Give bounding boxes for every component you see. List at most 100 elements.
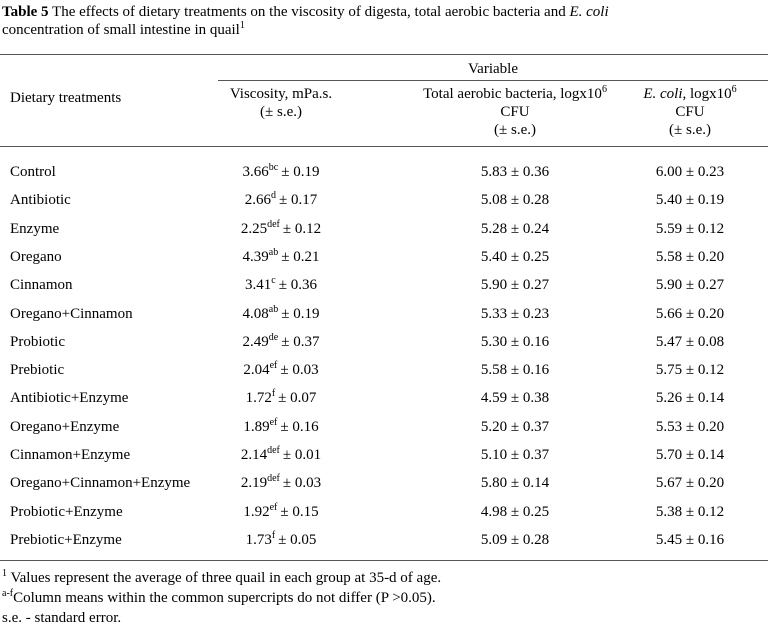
aerobic-cell: 5.83 ± 0.36 [480, 164, 550, 180]
treatment-cell: Antibiotic [10, 192, 71, 209]
treatment-cell: Cinnamon+Enzyme [10, 447, 131, 463]
mean: 2.66 [244, 192, 271, 209]
footnote-text: Values represent the average of three qu… [7, 570, 442, 586]
header-text: (± s.e.) [260, 104, 302, 120]
ecoli-cell: 5.70 ± 0.14 [655, 447, 725, 463]
superscript: def [267, 473, 280, 485]
superscript: ab [268, 246, 279, 258]
se: ± 0.19 [281, 164, 320, 180]
mean: 1.92 [243, 503, 270, 520]
mean: 4.08 [242, 305, 269, 322]
superscript: d [271, 190, 276, 202]
title-italic: E. coli [569, 4, 609, 20]
superscript: c [271, 275, 276, 287]
mean: 1.72 [245, 390, 272, 407]
column-header: Total aerobic bacteria, logx106 CFU (± s.e… [385, 85, 645, 139]
mean: 2.49 [242, 333, 269, 350]
rule [0, 560, 768, 561]
header-text: Total aerobic bacteria, logx10 [423, 86, 602, 102]
viscosity-cell: 2.14def ± 0.01 [181, 446, 381, 464]
mean: 3.41 [245, 277, 272, 294]
column-header: Viscosity, mPa.s. (± s.e.) [181, 85, 381, 121]
column-header: Dietary treatments [10, 90, 122, 106]
aerobic-cell: 5.30 ± 0.16 [480, 333, 550, 350]
mean: 4.39 [242, 248, 269, 265]
se: ± 0.36 [278, 277, 317, 294]
column-header: E. coli, logx106 CFU (± s.e.) [615, 85, 765, 139]
viscosity-cell: 4.08ab ± 0.19 [181, 303, 381, 323]
treatment-cell: Oregano+Cinnamon [10, 305, 133, 322]
treatment-cell: Oregano [10, 248, 62, 265]
superscript: f [271, 388, 276, 400]
ecoli-cell: 5.67 ± 0.20 [655, 475, 725, 492]
mean: 2.19 [240, 475, 268, 492]
se: ± 0.21 [281, 248, 320, 265]
title-sup: 1 [239, 20, 245, 31]
viscosity-cell: 1.92ef ± 0.15 [181, 501, 381, 521]
aerobic-cell: 5.08 ± 0.28 [480, 192, 550, 209]
superscript: ab [268, 303, 279, 315]
se: ± 0.37 [281, 333, 320, 350]
superscript: def [267, 218, 280, 230]
viscosity-cell: 1.73f ± 0.05 [181, 530, 381, 549]
ecoli-cell: 5.58 ± 0.20 [655, 248, 725, 265]
aerobic-cell: 5.20 ± 0.37 [480, 418, 550, 435]
aerobic-cell: 5.58 ± 0.16 [480, 362, 550, 379]
aerobic-cell: 5.28 ± 0.24 [480, 220, 550, 237]
mean: 2.14 [240, 447, 268, 463]
rule [218, 80, 768, 81]
header-italic: E. coli [643, 86, 683, 102]
aerobic-cell: 5.10 ± 0.37 [480, 447, 550, 463]
aerobic-cell: 4.59 ± 0.38 [480, 390, 550, 407]
se: ± 0.01 [282, 447, 322, 463]
treatment-cell: Probiotic [10, 333, 65, 350]
footnote-sup: 1 [2, 568, 7, 579]
treatment-cell: Probiotic+Enzyme [10, 503, 123, 520]
aerobic-cell: 5.33 ± 0.23 [480, 305, 550, 322]
viscosity-cell: 2.49de ± 0.37 [181, 331, 381, 351]
header-sup: 6 [731, 84, 737, 95]
viscosity-cell: 1.89ef ± 0.16 [181, 416, 381, 436]
mean: 2.25 [240, 220, 268, 237]
ecoli-cell: 5.53 ± 0.20 [655, 418, 725, 435]
superscript: ef [269, 360, 278, 372]
footnote-text: Column means within the common supercrip… [13, 590, 436, 606]
se: ± 0.03 [282, 475, 322, 492]
footnote-text: s.e. - standard error. [2, 610, 122, 624]
se: ± 0.03 [280, 362, 319, 379]
rule [0, 146, 768, 147]
viscosity-cell: 3.41c ± 0.36 [181, 276, 381, 294]
viscosity-cell: 1.72f ± 0.07 [181, 389, 381, 407]
ecoli-cell: 5.75 ± 0.12 [655, 362, 725, 379]
viscosity-cell: 2.04ef ± 0.03 [181, 361, 381, 379]
header-sup: 6 [601, 84, 607, 95]
treatment-cell: Cinnamon [10, 277, 73, 294]
header-text: (± s.e.) [669, 122, 711, 138]
superscript: ef [269, 501, 278, 513]
header-text: CFU [500, 104, 530, 120]
viscosity-cell: 2.25def ± 0.12 [181, 218, 381, 238]
aerobic-cell: 5.90 ± 0.27 [480, 277, 550, 294]
ecoli-cell: 5.47 ± 0.08 [655, 333, 725, 350]
treatment-cell: Oregano+Enzyme [10, 418, 120, 435]
table-label: Table 5 [2, 4, 49, 20]
aerobic-cell: 5.40 ± 0.25 [480, 248, 550, 265]
footnote: 1 Values represent the average of three … [2, 569, 441, 587]
header-text: (± s.e.) [494, 122, 536, 138]
treatment-cell: Prebiotic+Enzyme [10, 531, 122, 548]
aerobic-cell: 5.80 ± 0.14 [480, 475, 550, 492]
mean: 2.04 [243, 362, 270, 379]
aerobic-cell: 5.09 ± 0.28 [480, 531, 550, 548]
se: ± 0.07 [278, 390, 317, 407]
group-header: Variable [468, 61, 518, 77]
se: ± 0.05 [278, 531, 317, 548]
header-text: , logx10 [682, 86, 732, 102]
superscript: ef [269, 416, 278, 428]
ecoli-cell: 5.26 ± 0.14 [655, 390, 725, 407]
treatment-cell: Prebiotic [10, 362, 65, 379]
superscript: def [267, 445, 280, 456]
superscript: de [268, 331, 279, 343]
se: ± 0.17 [279, 192, 318, 209]
rule [0, 54, 768, 55]
